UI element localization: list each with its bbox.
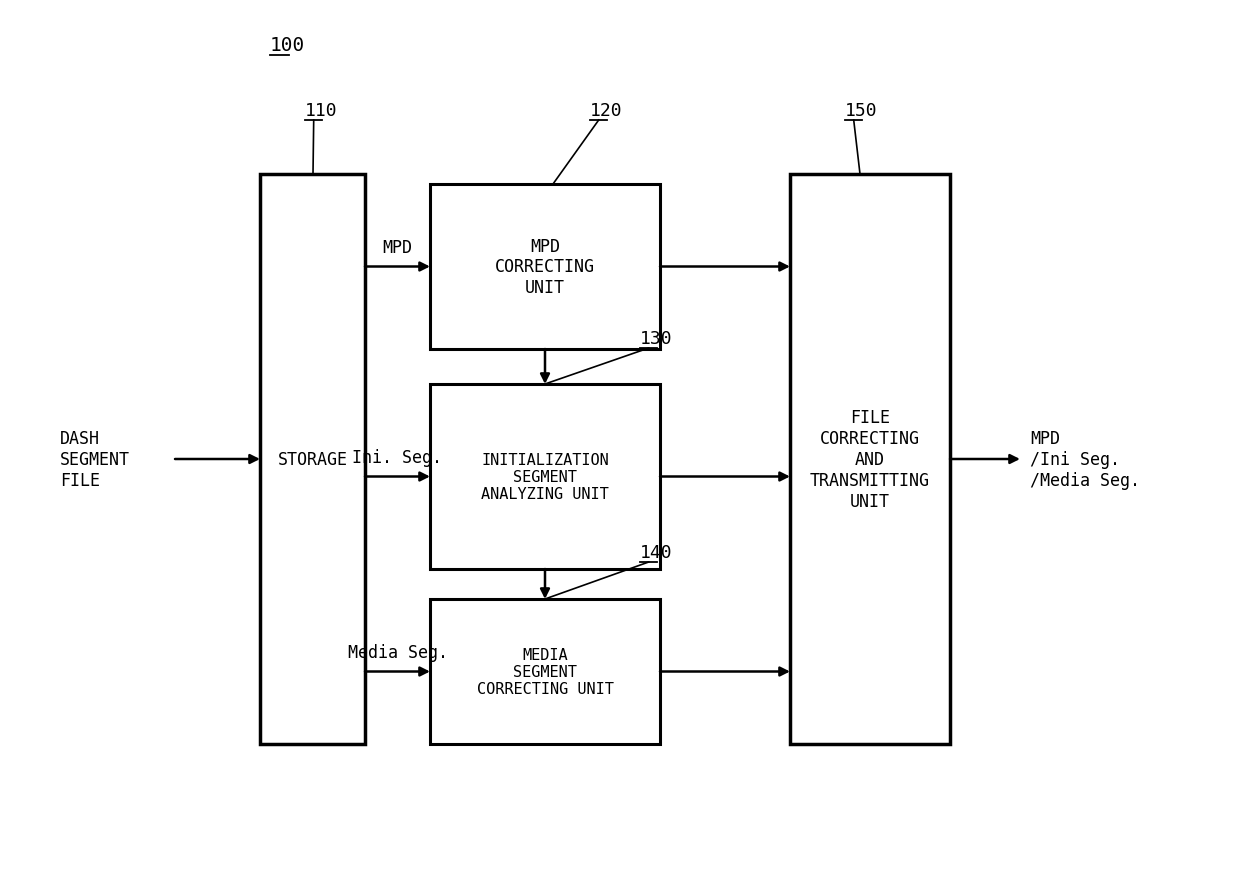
Text: 130: 130	[640, 329, 672, 348]
Text: 110: 110	[305, 102, 337, 120]
Bar	[430, 385, 660, 569]
Text: 140: 140	[640, 543, 672, 561]
Text: 150: 150	[844, 102, 878, 120]
Bar	[430, 185, 660, 349]
Bar	[260, 175, 365, 744]
Text: MPD: MPD	[382, 239, 413, 257]
Text: INITIALIZATION
SEGMENT
ANALYZING UNIT: INITIALIZATION SEGMENT ANALYZING UNIT	[481, 452, 609, 501]
Text: Ini. Seg.: Ini. Seg.	[352, 449, 443, 467]
Text: Media Seg.: Media Seg.	[347, 644, 448, 661]
Text: MPD
/Ini Seg.
/Media Seg.: MPD /Ini Seg. /Media Seg.	[1030, 429, 1140, 489]
Text: 100: 100	[270, 36, 305, 55]
Text: STORAGE: STORAGE	[278, 450, 347, 468]
Text: DASH
SEGMENT
FILE: DASH SEGMENT FILE	[60, 429, 130, 489]
Text: 120: 120	[590, 102, 622, 120]
Text: MEDIA
SEGMENT
CORRECTING UNIT: MEDIA SEGMENT CORRECTING UNIT	[476, 647, 614, 697]
Text: MPD
CORRECTING
UNIT: MPD CORRECTING UNIT	[495, 237, 595, 297]
Text: FILE
CORRECTING
AND
TRANSMITTING
UNIT: FILE CORRECTING AND TRANSMITTING UNIT	[810, 409, 930, 510]
Bar	[790, 175, 950, 744]
Bar	[430, 600, 660, 744]
